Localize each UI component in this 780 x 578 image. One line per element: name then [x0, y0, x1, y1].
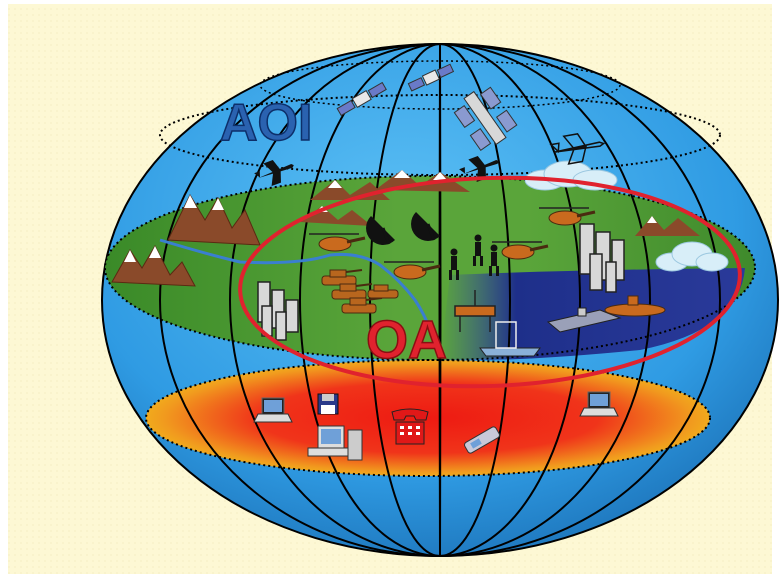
top-latitude-line: [259, 60, 621, 110]
mountain-icon: [167, 193, 261, 246]
satellite-icon: [336, 81, 387, 117]
communications-layer: [146, 360, 710, 476]
soldier-icon: [449, 234, 499, 280]
upper-latitude-line: [159, 94, 721, 176]
building-icon: [579, 223, 625, 293]
helicopter-icon: [309, 233, 366, 252]
mountain-icon: [111, 244, 196, 287]
cloud-icon: [655, 241, 729, 272]
jet-icon: [549, 133, 606, 165]
telephone-icon: [391, 408, 429, 445]
jet-icon: [459, 156, 499, 183]
oa-boundary: [238, 175, 742, 389]
floppy-disk-icon: [317, 393, 339, 415]
laptop-icon: [253, 397, 293, 423]
oil-rig-icon: [454, 290, 496, 332]
communications-layer-outline: [145, 359, 711, 477]
jet-icon: [254, 160, 294, 187]
ship-icon: [546, 307, 622, 333]
ship-icon: [479, 321, 541, 357]
helicopter-icon: [492, 241, 549, 260]
helicopter-icon: [384, 261, 441, 280]
land-layer-outline: [104, 175, 756, 361]
helicopter-icon: [539, 207, 596, 226]
oa-label: OA: [366, 310, 447, 370]
satellite-icon: [407, 63, 455, 92]
radar-dish-icon: [366, 216, 395, 245]
space-station-icon: [453, 86, 518, 151]
building-icon: [257, 281, 299, 341]
radar-dish-icon: [411, 212, 440, 241]
tank-icon: [321, 269, 399, 314]
mountain-icon: [635, 216, 700, 236]
aoi-label: AOI: [220, 94, 312, 152]
mobile-phone-icon: [464, 426, 500, 454]
submarine-icon: [604, 295, 666, 317]
desktop-computer-icon: [307, 425, 363, 461]
river: [159, 238, 432, 331]
meridian-lines: [159, 43, 721, 557]
laptop-icon: [579, 391, 619, 417]
